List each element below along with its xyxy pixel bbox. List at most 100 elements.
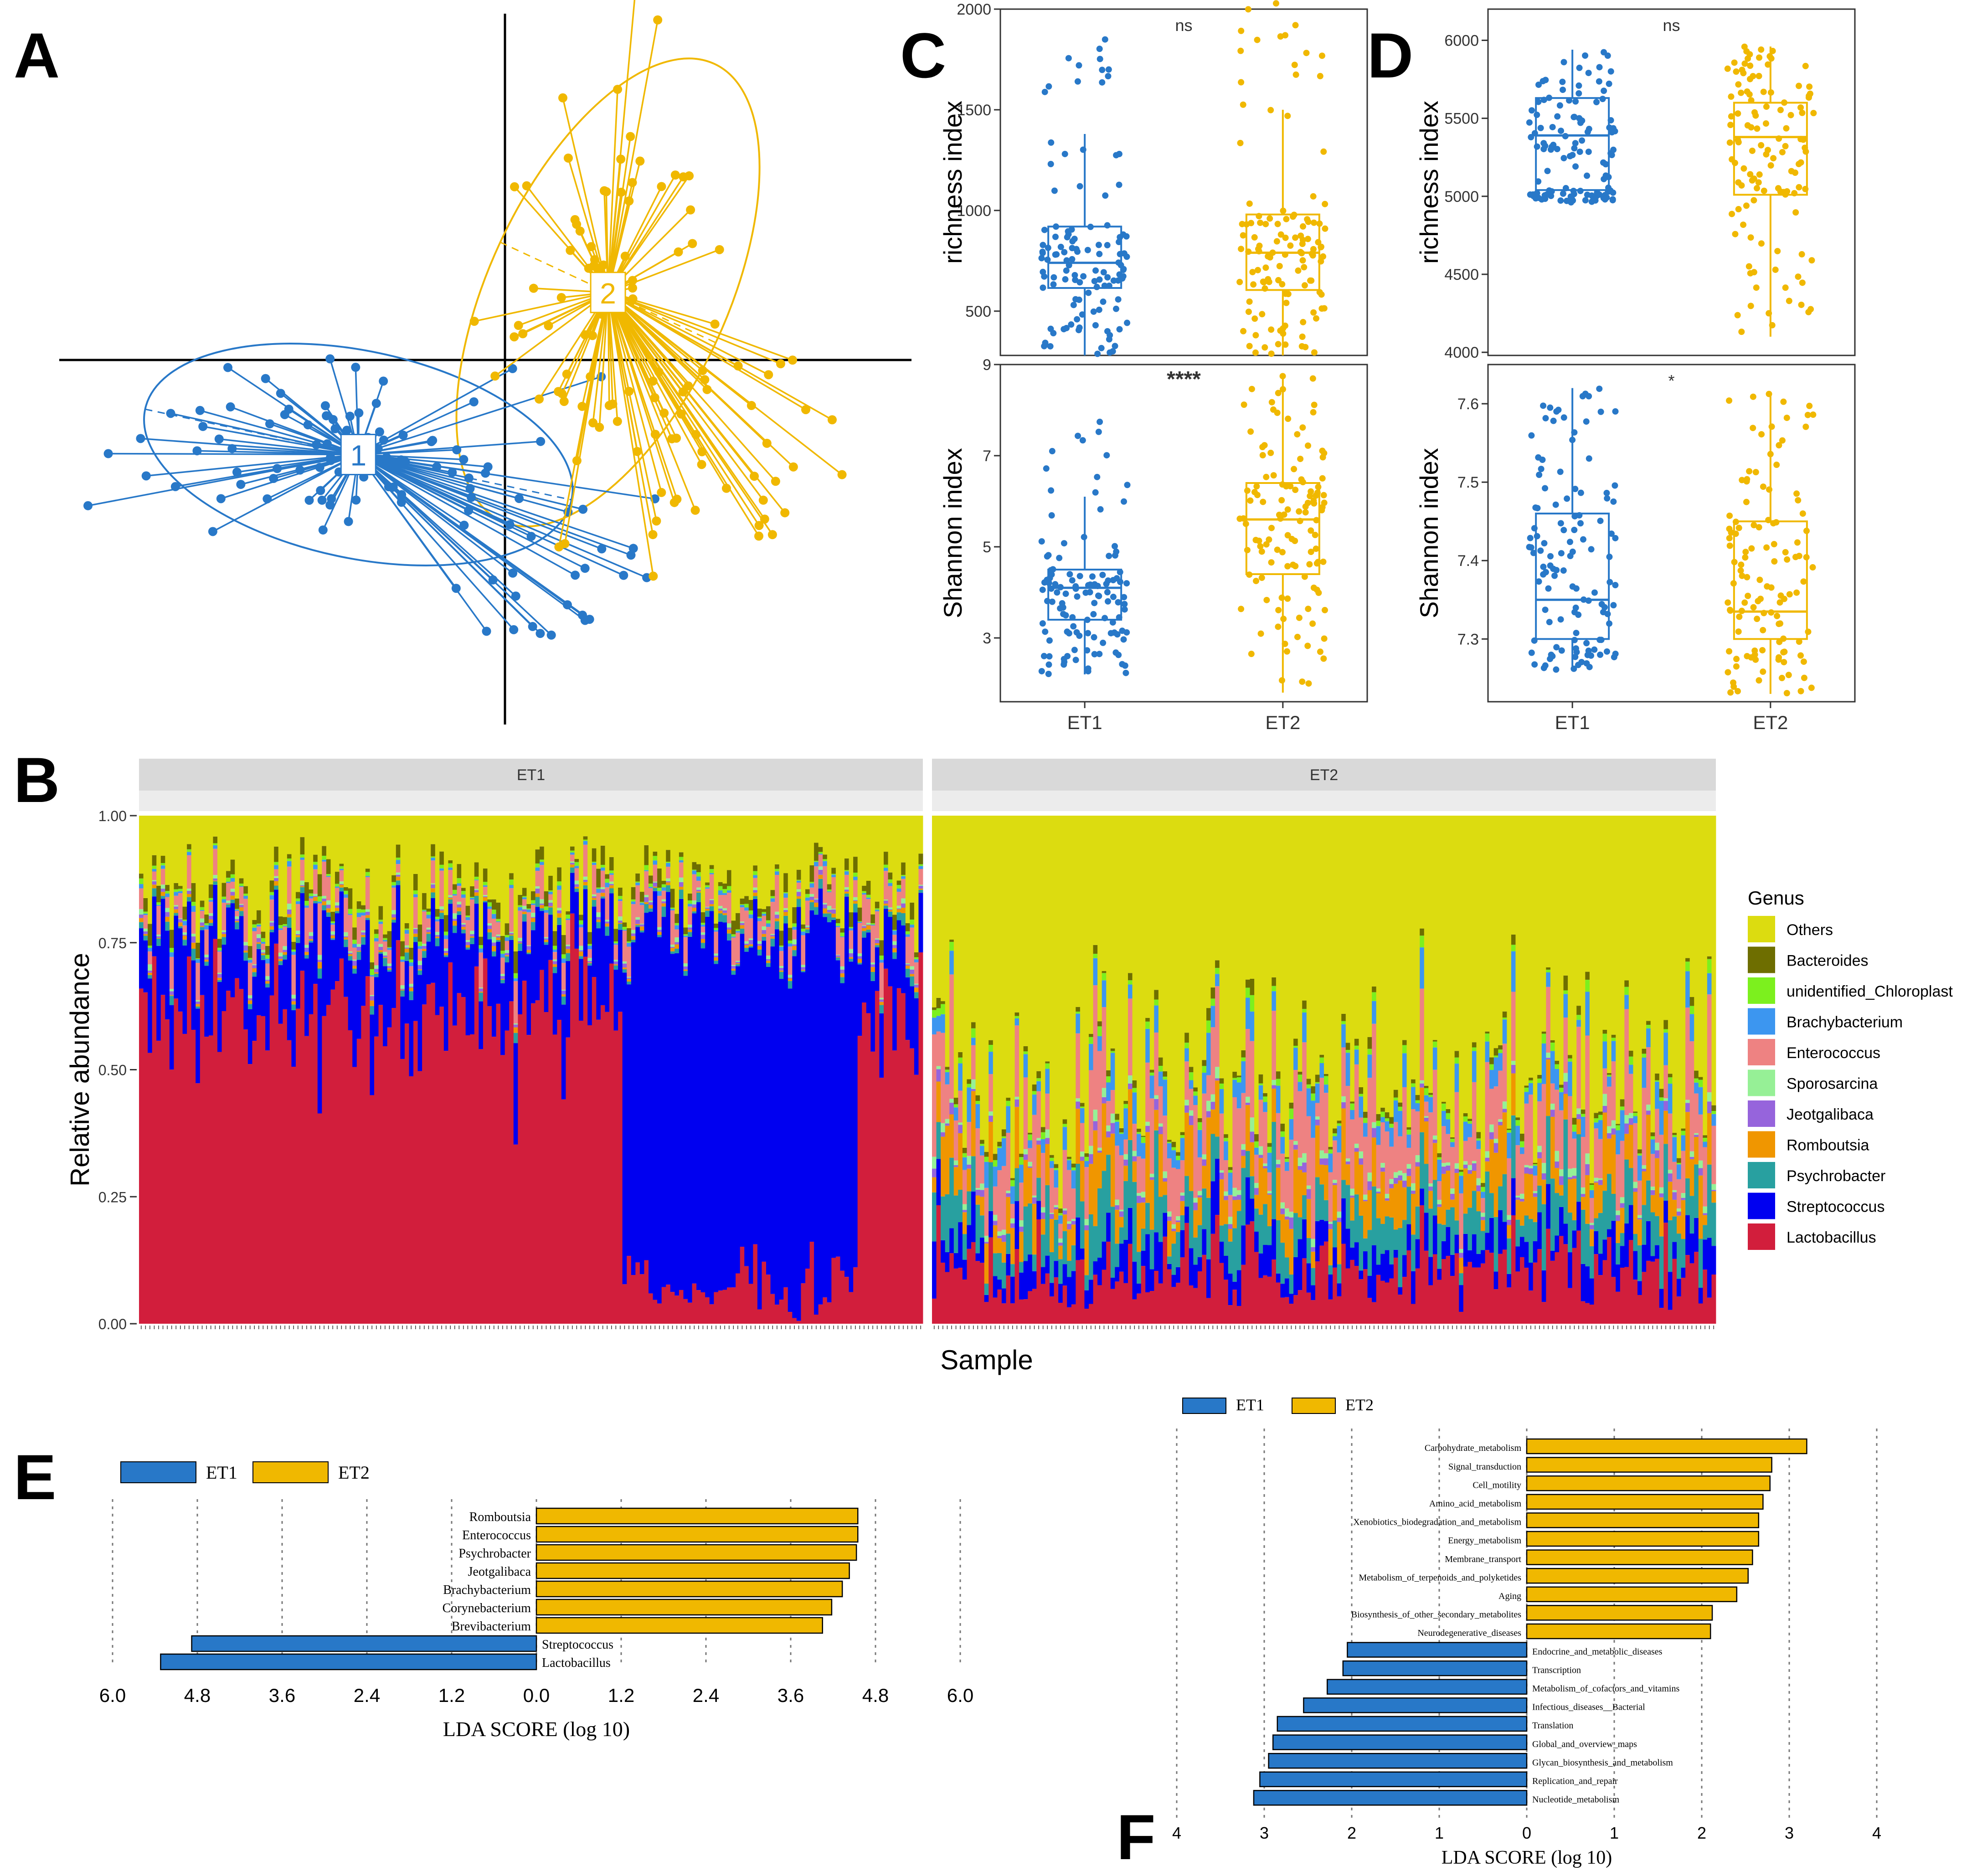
jitter-point [1258, 574, 1265, 581]
stack-segment-streptococcus [1110, 1277, 1115, 1289]
stack-segment-lactobacillus [522, 981, 527, 1324]
jitter-point [1116, 150, 1122, 157]
stack-segment-enterococcus [1132, 1124, 1137, 1151]
stack-segment-psychrobacter [1028, 1203, 1033, 1255]
stack-segment-unidentified_chloroplast [1197, 1122, 1202, 1130]
stack-segment-brachybacterium [1097, 1036, 1102, 1051]
stack-segment-streptococcus [1246, 1177, 1250, 1225]
stack-segment-bacteroides [1372, 986, 1377, 992]
stack-segment-enterococcus [1219, 1113, 1224, 1171]
stack-segment-jeotgalibaca [531, 917, 535, 918]
jitter-point [1735, 81, 1742, 88]
stack-segment-unidentified_chloroplast [487, 902, 492, 907]
jitter-point [1760, 668, 1766, 675]
stack-segment-jeotgalibaca [748, 940, 753, 945]
stack-segment-streptococcus [1306, 1263, 1311, 1293]
stack-segment-brachybacterium [1402, 1053, 1407, 1087]
stack-segment-psychrobacter [313, 901, 318, 904]
stack-segment-jeotgalibaca [178, 919, 183, 923]
stack-segment-others [1385, 816, 1390, 1112]
jitter-point [1247, 497, 1254, 504]
stack-segment-bacteroides [422, 893, 427, 910]
stack-segment-jeotgalibaca [239, 905, 244, 908]
stack-segment-jeotgalibaca [1171, 1228, 1176, 1232]
stack-segment-romboutsia [169, 995, 174, 996]
stack-segment-others [740, 816, 745, 899]
stack-segment-brachybacterium [1280, 1137, 1285, 1154]
stack-segment-psychrobacter [1263, 1204, 1268, 1245]
stack-segment-enterococcus [788, 946, 793, 975]
stack-segment-brachybacterium [592, 863, 597, 865]
stack-segment-jeotgalibaca [1219, 1172, 1224, 1180]
stack-segment-enterococcus [148, 951, 153, 965]
jitter-point [1540, 563, 1547, 570]
stack-segment-jeotgalibaca [600, 889, 605, 893]
stack-segment-lactobacillus [683, 1299, 688, 1324]
stack-segment-brachybacterium [1219, 1089, 1224, 1114]
stack-segment-brachybacterium [352, 944, 357, 948]
stack-segment-lactobacillus [261, 1016, 266, 1324]
stack-segment-enterococcus [417, 949, 422, 961]
stack-segment-others [1119, 816, 1124, 1128]
stack-segment-sporosarcina [1228, 1217, 1233, 1224]
jitter-point [1104, 589, 1111, 596]
stack-segment-lactobacillus [1350, 1259, 1355, 1324]
stack-segment-bacteroides [862, 885, 867, 891]
jitter-point [1050, 274, 1057, 281]
stack-segment-psychrobacter [1250, 1176, 1255, 1199]
stack-segment-lactobacillus [709, 1304, 714, 1324]
jitter-point [1254, 36, 1261, 43]
stack-segment-romboutsia [844, 891, 849, 894]
stack-segment-enterococcus [1006, 1132, 1011, 1191]
jitter-point [1090, 308, 1097, 315]
stack-segment-enterococcus [857, 923, 862, 954]
stack-segment-brachybacterium [1306, 1088, 1311, 1116]
stack-segment-streptococcus [1393, 1249, 1398, 1258]
stack-segment-others [1158, 816, 1163, 1058]
jitter-point [1294, 633, 1301, 640]
stack-segment-brachybacterium [269, 895, 274, 900]
stack-segment-romboutsia [1132, 1161, 1137, 1182]
stack-segment-unidentified_chloroplast [139, 878, 144, 884]
stack-segment-brachybacterium [1228, 1172, 1233, 1195]
stack-segment-psychrobacter [247, 1004, 252, 1009]
stack-segment-psychrobacter [884, 905, 888, 909]
stack-segment-jeotgalibaca [422, 946, 427, 949]
stack-segment-romboutsia [474, 892, 479, 896]
jitter-point [1309, 620, 1316, 627]
jitter-point [1105, 73, 1112, 80]
stack-segment-enterococcus [1189, 1089, 1194, 1110]
stack-segment-jeotgalibaca [666, 881, 671, 883]
stack-segment-sporosarcina [967, 1156, 972, 1165]
stack-segment-lactobacillus [1067, 1307, 1072, 1324]
stack-segment-psychrobacter [910, 976, 915, 987]
jitter-point [1292, 234, 1299, 241]
stack-segment-psychrobacter [600, 896, 605, 899]
stack-segment-psychrobacter [540, 908, 545, 911]
stack-segment-others [766, 816, 771, 906]
jitter-point [1585, 648, 1592, 654]
stack-segment-brachybacterium [208, 900, 213, 902]
stack-segment-others [1302, 816, 1307, 1001]
stack-segment-unidentified_chloroplast [762, 912, 767, 914]
jitter-point [1100, 639, 1107, 646]
stack-segment-sporosarcina [818, 866, 823, 870]
stack-segment-others [217, 816, 222, 939]
pca-point [657, 182, 666, 191]
stack-segment-bacteroides [191, 883, 196, 902]
jitter-point [1046, 653, 1053, 660]
stack-segment-bacteroides [1276, 1071, 1281, 1079]
stack-segment-lactobacillus [391, 1008, 396, 1324]
stack-segment-enterococcus [1001, 1166, 1006, 1230]
jitter-point [1296, 508, 1303, 515]
stack-segment-unidentified_chloroplast [709, 869, 714, 873]
stack-segment-unidentified_chloroplast [252, 924, 257, 928]
stack-segment-lactobacillus [505, 1030, 510, 1324]
jitter-point [1528, 649, 1535, 656]
stack-segment-bacteroides [1350, 1101, 1355, 1104]
stack-segment-jeotgalibaca [835, 955, 840, 957]
stack-segment-jeotgalibaca [1028, 1166, 1033, 1168]
stack-segment-unidentified_chloroplast [661, 884, 666, 888]
stack-segment-psychrobacter [1363, 1238, 1368, 1252]
stack-segment-lactobacillus [148, 1053, 153, 1324]
